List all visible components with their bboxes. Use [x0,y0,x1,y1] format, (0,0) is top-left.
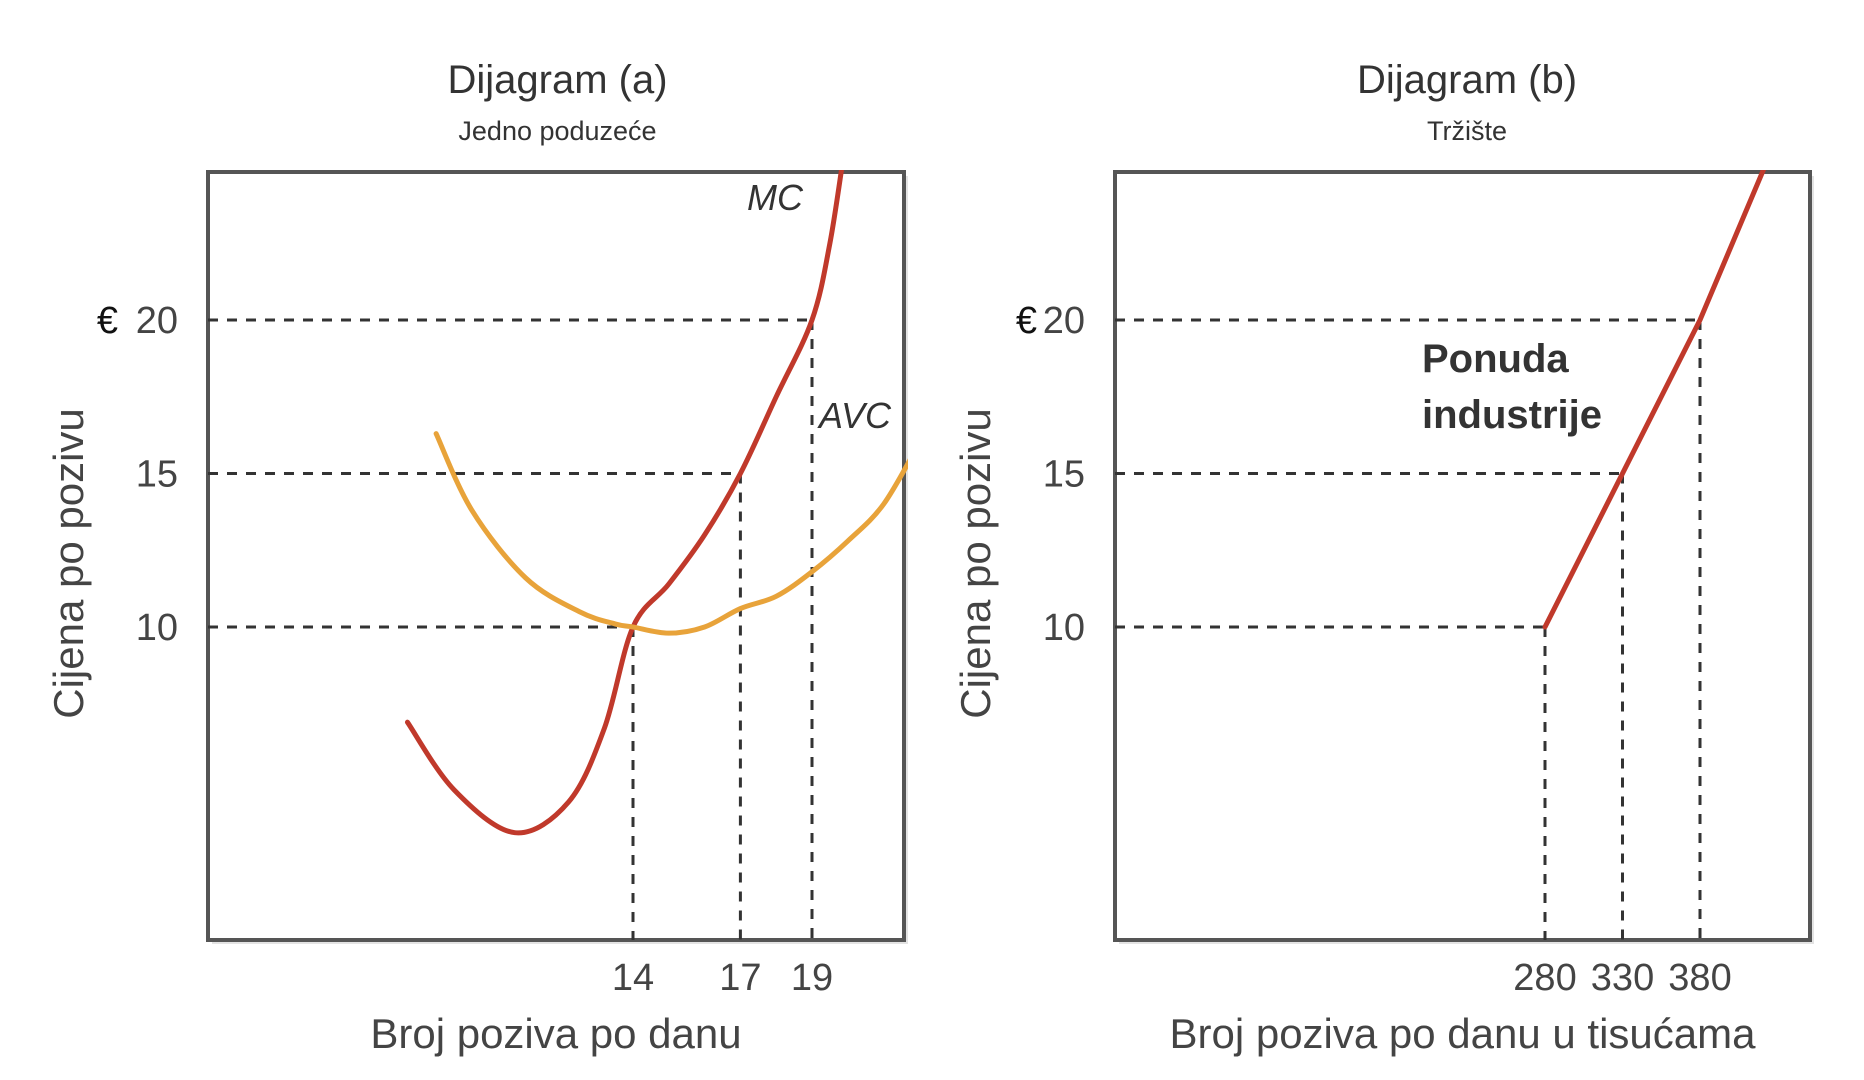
x-tick-label: 380 [1668,957,1731,999]
chart-subtitle-a: Jedno poduzeće [458,116,657,146]
plot-frame [206,170,906,942]
chart-subtitle-b: Tržište [1427,116,1507,146]
x-axis-label: Broj poziva po danu u tisućama [1169,1010,1756,1057]
y-axis-label: Cijena po pozivu [45,408,92,719]
y-tick-label: 20 [1043,300,1085,342]
currency-symbol: € [97,300,118,342]
y-axis-label: Cijena po pozivu [952,408,999,719]
y-tick-label: 15 [136,454,178,496]
currency-symbol: € [1016,300,1037,342]
y-tick-label: 10 [1043,607,1085,649]
series-label-avc: AVC [817,395,892,436]
chart-title-a: Dijagram (a) [447,58,668,102]
series-line-ponuda-industrije [1542,170,1767,630]
chart-b: 10 15 20€280 330 380 Broj poziva po danu u ti… [952,170,1814,1057]
chart-a: 10 15 20 €14 17 19 Broj poziva po danu Cijena p… [45,170,908,1057]
series-line-mc [404,170,844,836]
x-tick-label: 19 [791,957,833,999]
x-tick-label: 17 [719,957,761,999]
series-label-mc: MC [747,177,804,218]
x-tick-label: 280 [1513,957,1576,999]
x-tick-label: 330 [1591,957,1654,999]
panel-single-firm: Dijagram (a) Jedno poduzeće [447,58,667,146]
y-tick-label: 15 [1043,454,1085,496]
annotation-supply-label: industrije [1422,393,1602,437]
x-tick-label: 14 [612,957,654,999]
chart-title-b: Dijagram (b) [1356,58,1578,102]
series-line-avc [433,431,908,636]
annotation-supply-label: Ponuda [1422,337,1569,381]
panel-market: Dijagram (b) Tržište [932,0,1864,1080]
x-axis-label: Broj poziva po danu [370,1010,741,1057]
y-tick-label: 20 [136,300,178,342]
plot-frame [1113,170,1812,942]
y-tick-label: 10 [136,607,178,649]
